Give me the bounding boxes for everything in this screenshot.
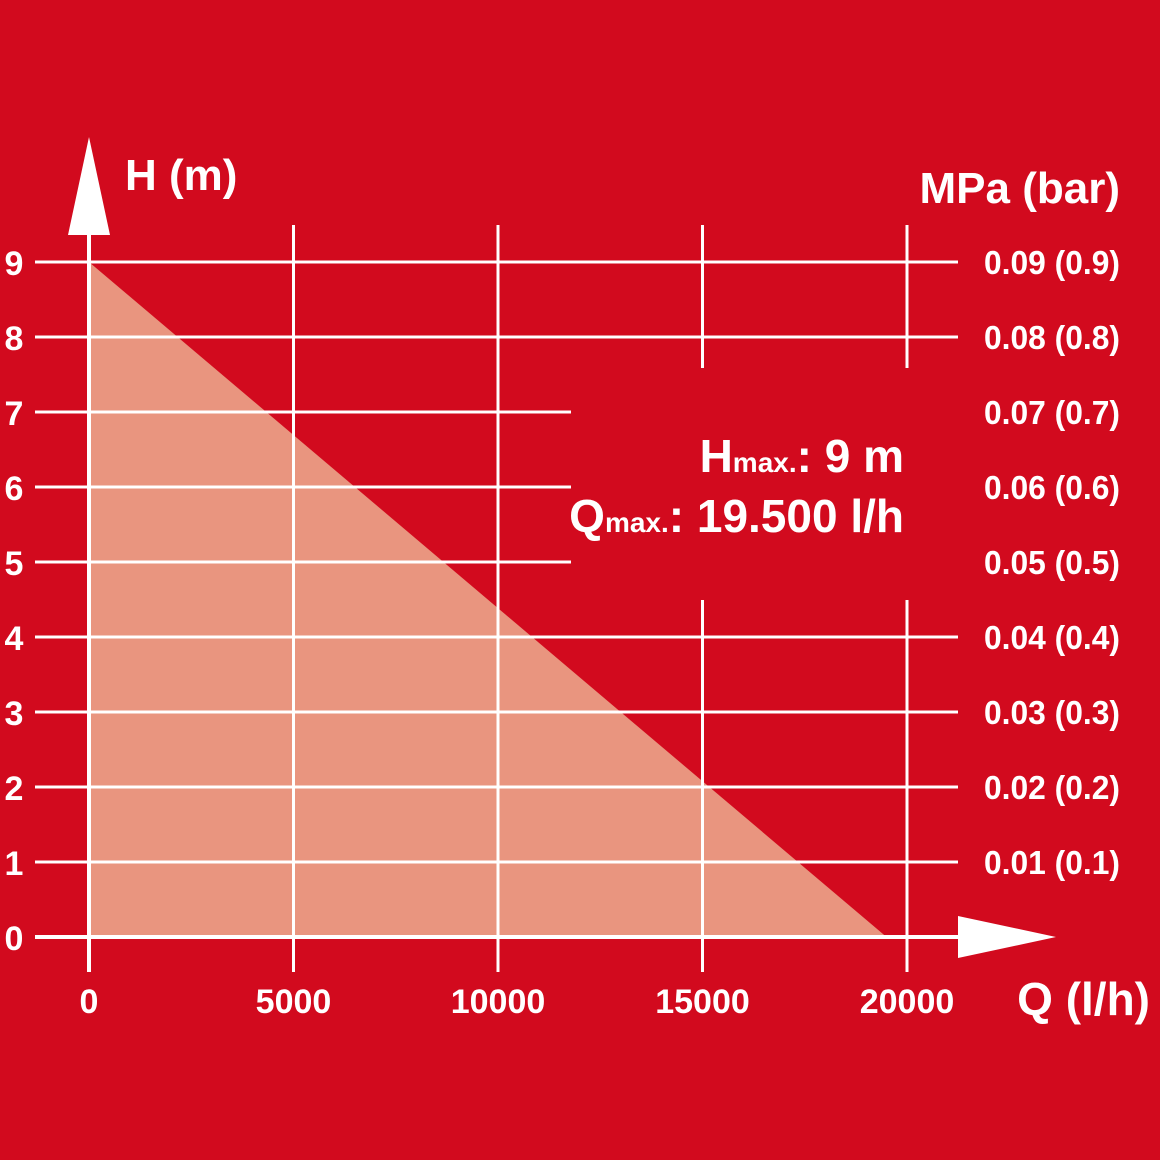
x-axis-label: Q (l/h)	[1017, 973, 1150, 1025]
annotation-rest: : 9 m	[797, 430, 904, 482]
y2-tick-label: 0.03 (0.3)	[984, 694, 1120, 731]
x-tick-label: 20000	[860, 983, 955, 1021]
x-tick-label: 15000	[655, 983, 750, 1021]
performance-area	[89, 262, 887, 937]
y2-tick-label: 0.04 (0.4)	[984, 619, 1120, 656]
y2-tick-label: 0.02 (0.2)	[984, 769, 1120, 806]
annotation-sub: max.	[733, 447, 797, 478]
annotation-sub: max.	[605, 507, 669, 538]
y-tick-label: 6	[5, 470, 24, 508]
y-tick-label: 9	[5, 245, 24, 283]
y2-tick-label: 0.06 (0.6)	[984, 469, 1120, 506]
y-tick-label: 0	[5, 920, 24, 958]
y-tick-label: 1	[5, 845, 24, 883]
y2-tick-label: 0.05 (0.5)	[984, 544, 1120, 581]
y-tick-label: 3	[5, 695, 24, 733]
y2-tick-label: 0.08 (0.8)	[984, 319, 1120, 356]
y2-tick-label: 0.01 (0.1)	[984, 844, 1120, 881]
y-tick-label: 2	[5, 770, 24, 808]
x-tick-label: 0	[80, 983, 99, 1021]
annotation-main: Q	[569, 490, 605, 542]
y2-tick-label: 0.09 (0.9)	[984, 244, 1120, 281]
x-tick-label: 10000	[451, 983, 546, 1021]
x-tick-label: 5000	[256, 983, 332, 1021]
y-tick-label: 7	[5, 395, 24, 433]
y2-axis-label: MPa (bar)	[920, 164, 1120, 213]
y-tick-label: 5	[5, 545, 24, 583]
y-axis-arrow-icon	[68, 137, 110, 235]
y-tick-label: 8	[5, 320, 24, 358]
annotation-main: H	[700, 430, 733, 482]
hmax-annotation: Hmax.: 9 m	[700, 430, 904, 482]
y-axis-label: H (m)	[125, 151, 237, 200]
y-tick-label: 4	[5, 620, 24, 658]
x-axis-arrow-icon	[958, 916, 1056, 958]
y2-tick-label: 0.07 (0.7)	[984, 394, 1120, 431]
annotation-rest: : 19.500 l/h	[669, 490, 904, 542]
qmax-annotation: Qmax.: 19.500 l/h	[569, 490, 904, 542]
